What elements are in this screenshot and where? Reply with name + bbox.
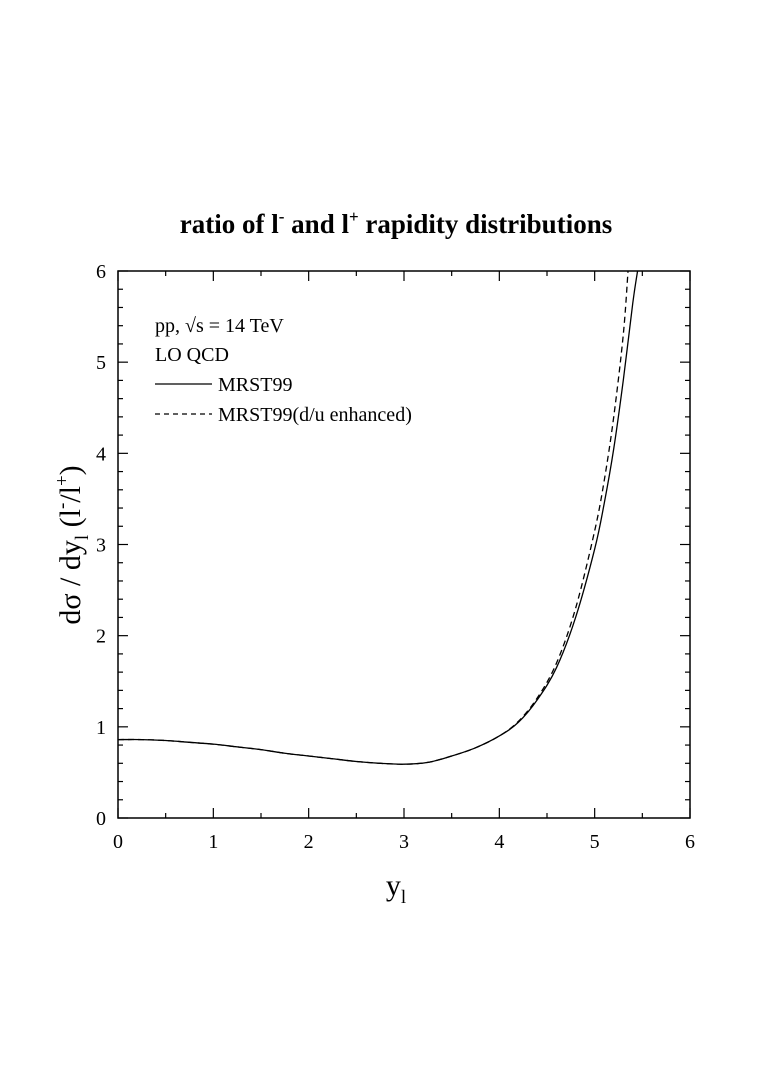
legend-label-mrst99: MRST99 bbox=[218, 374, 292, 396]
x-tick-label: 5 bbox=[590, 831, 600, 853]
y-tick-label: 5 bbox=[96, 352, 106, 374]
x-tick-label: 0 bbox=[113, 831, 123, 853]
x-axis-label: yl bbox=[386, 869, 406, 908]
chart-title: ratio of l- and l+ rapidity distribution… bbox=[180, 207, 612, 239]
legend: MRST99 MRST99(d/u enhanced) bbox=[155, 374, 412, 426]
annotation-energy: pp, √s = 14 TeV bbox=[155, 315, 284, 337]
y-tick-label: 0 bbox=[96, 808, 106, 830]
y-tick-labels: 0 1 2 3 4 5 6 bbox=[96, 261, 106, 830]
annotation-order: LO QCD bbox=[155, 344, 229, 366]
legend-label-mrst99-du: MRST99(d/u enhanced) bbox=[218, 404, 412, 426]
y-axis-label: dσ / dyl (l-/l+) bbox=[52, 465, 93, 624]
x-tick-label: 6 bbox=[685, 831, 695, 853]
x-tick-label: 2 bbox=[304, 831, 314, 853]
y-tick-label: 6 bbox=[96, 261, 106, 283]
x-tick-label: 4 bbox=[494, 831, 504, 853]
y-tick-label: 2 bbox=[96, 626, 106, 648]
x-tick-label: 3 bbox=[399, 831, 409, 853]
series-line-mrst99-du-enhanced bbox=[117, 270, 629, 765]
y-tick-label: 1 bbox=[96, 717, 106, 739]
x-tick-label: 1 bbox=[208, 831, 218, 853]
x-tick-labels: 0 1 2 3 4 5 6 bbox=[113, 831, 695, 853]
axis-ticks bbox=[117, 270, 691, 819]
y-tick-label: 3 bbox=[96, 535, 106, 557]
y-tick-label: 4 bbox=[96, 443, 106, 465]
series-group bbox=[117, 270, 639, 765]
